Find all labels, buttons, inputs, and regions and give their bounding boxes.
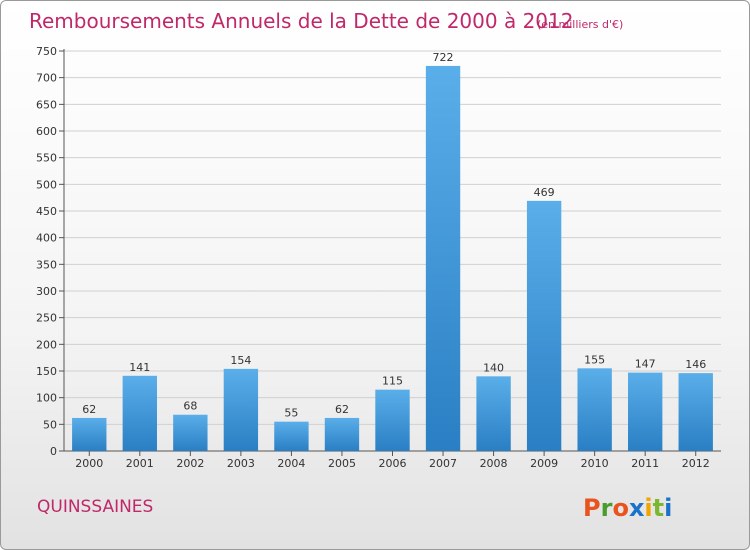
data-label: 55 [284, 407, 298, 420]
bar-2003 [223, 368, 259, 451]
data-label: 141 [129, 361, 150, 374]
data-label: 68 [183, 400, 197, 413]
y-tick-label: 250 [36, 312, 57, 325]
x-tick-label: 2002 [176, 457, 204, 470]
y-tick-label: 0 [50, 445, 57, 458]
bars [72, 65, 713, 451]
y-tick-label: 150 [36, 365, 57, 378]
x-tick-label: 2000 [75, 457, 103, 470]
data-label: 155 [584, 353, 605, 366]
bar-2005 [324, 417, 360, 451]
bar-2008 [476, 376, 511, 451]
y-tick-label: 200 [36, 338, 57, 351]
y-tick-label: 700 [36, 72, 57, 85]
x-tick-label: 2012 [682, 457, 710, 470]
bar-2006 [375, 389, 410, 451]
y-tick-label: 500 [36, 178, 57, 191]
bar-2000 [72, 417, 107, 451]
x-tick-label: 2006 [379, 457, 407, 470]
x-tick-label: 2010 [581, 457, 609, 470]
data-labels: 62 141 68 154 55 62 115 722 140 469 155 147 146 [82, 51, 706, 420]
logo-letter: r [600, 494, 613, 522]
logo-letter: x [628, 494, 645, 522]
logo-letter: i [644, 494, 653, 522]
bar-2001 [122, 375, 157, 451]
commune-name: QUINSSAINES [37, 497, 154, 517]
x-tick-label: 2009 [530, 457, 558, 470]
data-label: 154 [230, 354, 251, 367]
x-tick-label: 2005 [328, 457, 356, 470]
bar-2010 [577, 368, 612, 451]
x-tick-label: 2008 [480, 457, 508, 470]
x-tick-label: 2003 [227, 457, 255, 470]
bar-2007 [425, 65, 461, 451]
bar-2011 [628, 372, 663, 451]
data-label: 469 [534, 186, 555, 199]
bar-2009 [526, 200, 562, 451]
chart-subtitle: (en milliers d'€) [537, 18, 624, 31]
data-label: 115 [382, 375, 403, 388]
logo-letter: o [612, 494, 629, 522]
x-tick-label: 2011 [631, 457, 659, 470]
y-tick-label: 300 [36, 285, 57, 298]
data-label: 62 [335, 403, 349, 416]
data-label: 140 [483, 361, 504, 374]
data-label: 146 [685, 358, 706, 371]
data-label: 62 [82, 403, 96, 416]
y-tick-label: 600 [36, 125, 57, 138]
y-tick-label: 450 [36, 205, 57, 218]
bar-2004 [274, 421, 309, 451]
y-tick-label: 400 [36, 232, 57, 245]
y-tick-label: 350 [36, 258, 57, 271]
logo-letter: t [652, 494, 665, 522]
x-tick-label: 2001 [126, 457, 154, 470]
y-tick-label: 50 [43, 418, 57, 431]
logo-letter: P [583, 494, 601, 522]
x-tick-label: 2007 [429, 457, 457, 470]
logo-letter: i [664, 494, 673, 522]
bar-2012 [678, 373, 713, 451]
y-tick-label: 100 [36, 392, 57, 405]
y-tick-label: 750 [36, 45, 57, 58]
chart-title: Remboursements Annuels de la Dette de 20… [29, 9, 574, 33]
y-tick-label: 550 [36, 152, 57, 165]
data-label: 147 [635, 358, 656, 371]
y-tick-label: 650 [36, 98, 57, 111]
data-label: 722 [433, 51, 454, 64]
x-tick-label: 2004 [277, 457, 305, 470]
proxiti-logo[interactable]: Proxiti [583, 494, 672, 522]
axes: 0 50 100 150 200 250 300 350 400 450 500 550 600 650 7… [36, 45, 721, 470]
bar-2002 [173, 414, 208, 451]
